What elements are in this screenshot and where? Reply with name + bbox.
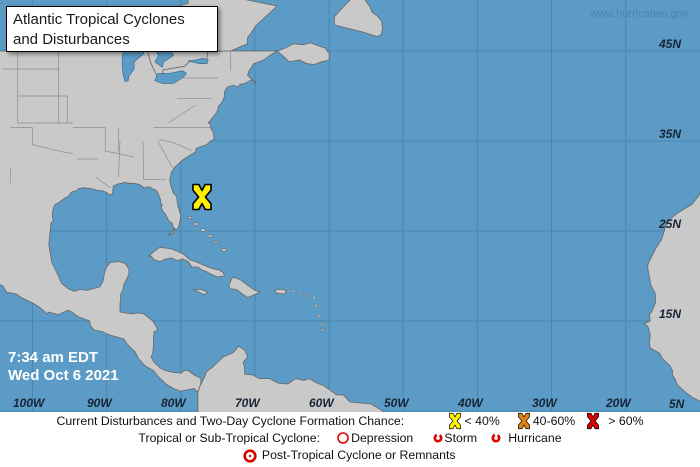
svg-text:20W: 20W (605, 396, 632, 410)
svg-text:45N: 45N (658, 37, 681, 51)
svg-text:60W: 60W (309, 396, 335, 410)
svg-text:15N: 15N (659, 307, 681, 321)
svg-text:www.hurricanes.gov: www.hurricanes.gov (589, 8, 689, 20)
svg-text:7:34 am EDT: 7:34 am EDT (8, 349, 98, 366)
svg-text:70W: 70W (235, 396, 261, 410)
svg-text:25N: 25N (658, 217, 681, 231)
svg-text:5N: 5N (669, 397, 685, 411)
svg-text:35N: 35N (659, 127, 681, 141)
svg-text:Wed Oct 6 2021: Wed Oct 6 2021 (8, 367, 119, 384)
svg-text:40W: 40W (457, 396, 484, 410)
svg-text:100W: 100W (13, 396, 46, 410)
svg-text:80W: 80W (161, 396, 187, 410)
svg-text:30W: 30W (532, 396, 558, 410)
svg-text:90W: 90W (87, 396, 113, 410)
svg-text:50W: 50W (384, 396, 410, 410)
